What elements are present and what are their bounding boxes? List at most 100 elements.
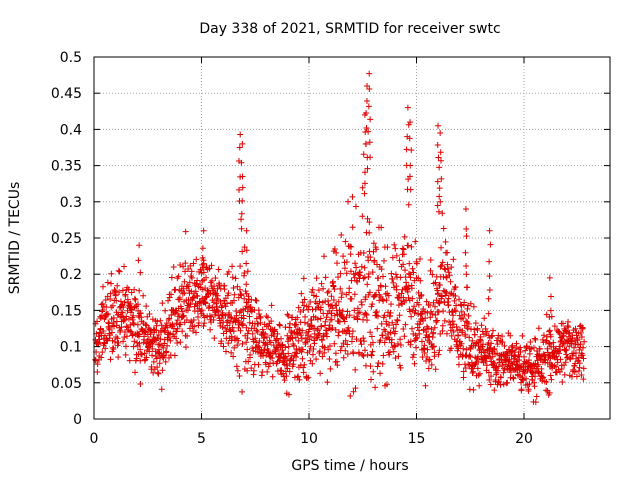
- x-tick-label: 20: [515, 431, 533, 447]
- data-point: [482, 325, 489, 332]
- data-point: [315, 287, 322, 294]
- data-point: [389, 276, 396, 283]
- data-point: [431, 324, 438, 331]
- data-point: [286, 324, 293, 331]
- data-point: [237, 131, 244, 138]
- data-point: [130, 320, 137, 327]
- data-point: [451, 297, 458, 304]
- data-point: [472, 320, 479, 327]
- data-point: [96, 336, 103, 343]
- data-point: [115, 354, 122, 361]
- data-point: [308, 317, 315, 324]
- data-point: [380, 352, 387, 359]
- data-point: [186, 304, 193, 311]
- data-point: [344, 341, 351, 348]
- data-point: [188, 318, 195, 325]
- data-point: [372, 384, 379, 391]
- data-point: [487, 373, 494, 380]
- data-point: [426, 356, 433, 363]
- data-point: [412, 238, 419, 245]
- data-point: [182, 268, 189, 275]
- x-tick-label: 0: [90, 431, 99, 447]
- data-point: [117, 298, 124, 305]
- data-point: [430, 343, 437, 350]
- data-point: [102, 345, 109, 352]
- data-point: [432, 279, 439, 286]
- data-point: [250, 347, 257, 354]
- data-point: [313, 356, 320, 363]
- data-point: [382, 283, 389, 290]
- data-point: [301, 296, 308, 303]
- data-point: [577, 341, 584, 348]
- data-point: [425, 325, 432, 332]
- data-point: [163, 348, 170, 355]
- data-point: [433, 319, 440, 326]
- data-point: [465, 361, 472, 368]
- data-point: [240, 315, 247, 322]
- data-point: [396, 257, 403, 264]
- data-point: [557, 356, 564, 363]
- data-point: [423, 298, 430, 305]
- data-point: [418, 291, 425, 298]
- data-point: [435, 351, 442, 358]
- data-point: [523, 375, 530, 382]
- data-point: [264, 368, 271, 375]
- data-point: [367, 116, 374, 123]
- data-point: [451, 307, 458, 314]
- data-point: [421, 349, 428, 356]
- data-point: [444, 249, 451, 256]
- data-point: [427, 302, 434, 309]
- data-point: [417, 311, 424, 318]
- data-point: [389, 254, 396, 261]
- data-point: [364, 165, 371, 172]
- data-point: [422, 382, 429, 389]
- data-point: [235, 337, 242, 344]
- data-point: [377, 337, 384, 344]
- data-point: [463, 346, 470, 353]
- data-point: [290, 342, 297, 349]
- data-point: [199, 264, 206, 271]
- data-point: [547, 331, 554, 338]
- data-point: [450, 312, 456, 319]
- data-point: [317, 315, 324, 322]
- data-point: [324, 379, 331, 386]
- data-point: [409, 295, 416, 302]
- data-point: [536, 346, 543, 353]
- data-point: [348, 277, 355, 284]
- data-point: [199, 295, 206, 302]
- data-point: [222, 312, 229, 319]
- data-point: [342, 238, 349, 245]
- data-point: [352, 203, 359, 210]
- data-point: [297, 308, 304, 315]
- data-point: [190, 260, 197, 267]
- data-point: [388, 270, 395, 277]
- data-point: [162, 358, 169, 365]
- data-point: [316, 330, 323, 337]
- data-point: [441, 317, 448, 324]
- data-point: [400, 294, 407, 301]
- data-point: [285, 391, 292, 398]
- data-point: [279, 341, 286, 348]
- data-point: [116, 289, 123, 296]
- data-point: [153, 322, 160, 329]
- data-point: [395, 353, 402, 360]
- data-point: [331, 340, 338, 347]
- data-point: [314, 334, 321, 341]
- data-point: [435, 290, 442, 297]
- data-point: [230, 353, 237, 360]
- data-point: [239, 184, 246, 191]
- data-point: [486, 287, 493, 293]
- data-point: [208, 262, 215, 269]
- data-point: [132, 369, 139, 376]
- data-point: [107, 290, 114, 297]
- data-point: [325, 297, 332, 304]
- data-point: [392, 354, 399, 361]
- data-point: [118, 324, 125, 331]
- data-point: [405, 283, 412, 290]
- data-point: [382, 328, 389, 335]
- data-point: [352, 385, 359, 392]
- data-point: [173, 320, 180, 327]
- data-point: [351, 307, 358, 314]
- data-point: [306, 347, 313, 354]
- data-point: [445, 295, 452, 302]
